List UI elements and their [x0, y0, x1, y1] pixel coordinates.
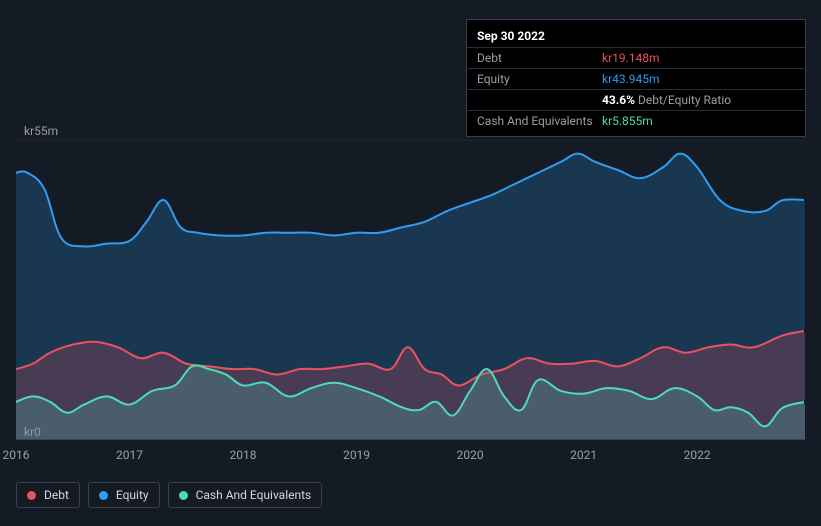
y-axis-max-label: kr55m — [24, 124, 58, 138]
chart-plot-area[interactable] — [16, 140, 805, 440]
legend: Debt Equity Cash And Equivalents — [16, 482, 322, 508]
tooltip-cash-value: kr5.855m — [602, 114, 795, 128]
legend-label-debt: Debt — [44, 488, 69, 502]
tooltip-equity-label: Equity — [477, 72, 602, 86]
tooltip-row-ratio: 43.6% Debt/Equity Ratio — [467, 89, 805, 110]
x-tick-label: 2020 — [457, 448, 484, 462]
x-tick-label: 2017 — [116, 448, 143, 462]
tooltip-date: Sep 30 2022 — [467, 25, 805, 47]
legend-item-cash[interactable]: Cash And Equivalents — [168, 482, 323, 508]
legend-dot-equity — [99, 491, 108, 500]
legend-dot-cash — [179, 491, 188, 500]
x-axis: 2016201720182019202020212022 — [16, 448, 805, 468]
tooltip-ratio-value: 43.6% Debt/Equity Ratio — [602, 93, 731, 107]
tooltip-equity-value: kr43.945m — [602, 72, 795, 86]
x-tick-label: 2019 — [343, 448, 370, 462]
tooltip-ratio-label: Debt/Equity Ratio — [638, 93, 731, 107]
x-tick-label: 2016 — [3, 448, 30, 462]
x-tick-label: 2018 — [230, 448, 257, 462]
legend-item-debt[interactable]: Debt — [16, 482, 80, 508]
legend-label-cash: Cash And Equivalents — [196, 488, 312, 502]
tooltip-row-debt: Debt kr19.148m — [467, 47, 805, 68]
tooltip-panel: Sep 30 2022 Debt kr19.148m Equity kr43.9… — [466, 19, 806, 137]
legend-label-equity: Equity — [116, 488, 149, 502]
legend-dot-debt — [27, 491, 36, 500]
chart-svg — [16, 140, 805, 440]
tooltip-ratio-pct: 43.6% — [602, 93, 635, 107]
tooltip-debt-label: Debt — [477, 51, 602, 65]
x-tick-label: 2022 — [684, 448, 711, 462]
tooltip-row-equity: Equity kr43.945m — [467, 68, 805, 89]
tooltip-ratio-spacer — [477, 93, 602, 107]
tooltip-row-cash: Cash And Equivalents kr5.855m — [467, 110, 805, 131]
tooltip-cash-label: Cash And Equivalents — [477, 114, 602, 128]
tooltip-debt-value: kr19.148m — [602, 51, 795, 65]
legend-item-equity[interactable]: Equity — [88, 482, 160, 508]
x-tick-label: 2021 — [570, 448, 597, 462]
